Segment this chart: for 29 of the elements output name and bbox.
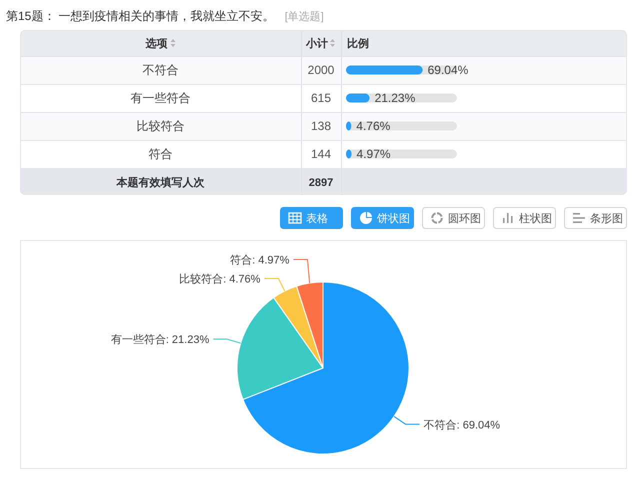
text: 第15题： 一想到疫情相关的事情，我就坐立不安。 [6, 9, 275, 23]
text: 圆环图 [448, 213, 481, 225]
text: 2000 [308, 63, 335, 77]
text: 615 [310, 91, 332, 105]
text: 饼状图 [376, 212, 410, 225]
text: 柱状图 [519, 213, 552, 225]
slice-label: 有一些符合: 21.23% [110, 333, 210, 346]
slice-label: 符合: 4.97% [230, 253, 290, 266]
y-tick-label: 有一些符合 [130, 91, 190, 105]
data-label: 69.04% [428, 63, 469, 77]
text: 2897 [308, 177, 334, 189]
text: 144 [310, 147, 332, 161]
text: 条形图 [590, 213, 623, 225]
slice-label: 不符合: 69.04% [424, 418, 500, 432]
data-label: 21.23% [374, 91, 416, 105]
y-tick-label: 符合 [148, 147, 172, 161]
data-label: 4.76% [356, 119, 391, 133]
text: 本题有效填写人次 [116, 176, 206, 189]
y-tick-label: 不符合 [142, 63, 178, 77]
text: 表格 [306, 212, 328, 225]
text: 选项 [144, 37, 168, 50]
chart-subtitle: [单选题] [284, 10, 324, 23]
data-label: 4.97% [356, 147, 391, 161]
y-tick-label: 比较符合 [136, 119, 184, 133]
slice-label: 比较符合: 4.76% [179, 272, 261, 286]
text: 138 [310, 119, 332, 133]
text: 小计 [305, 37, 328, 50]
text: 比例 [347, 37, 369, 50]
bar [346, 94, 370, 102]
